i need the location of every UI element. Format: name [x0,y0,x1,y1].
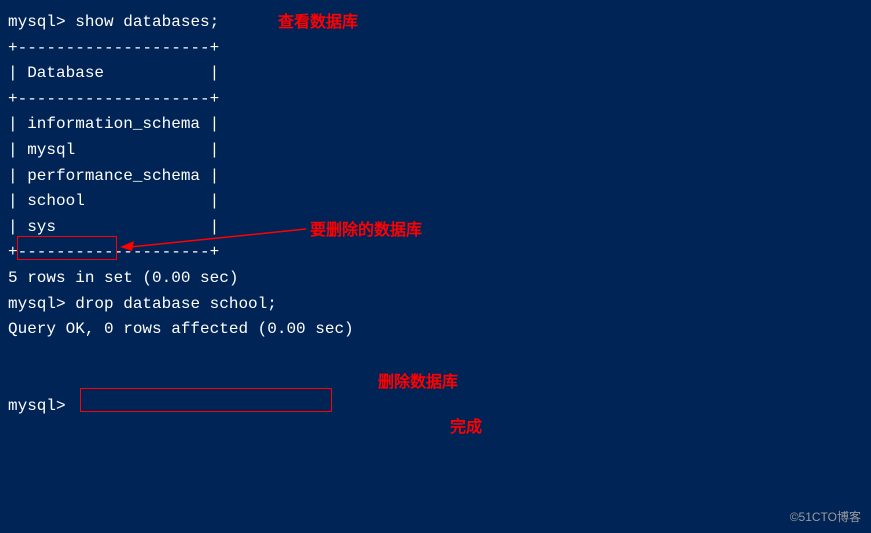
table-row: | mysql | [8,138,863,164]
terminal-line-cmd2: mysql> drop database school; [8,292,863,318]
command-drop: drop database school; [75,295,277,313]
annotation-delete-db: 删除数据库 [378,370,458,396]
command-show: show databases; [75,13,219,31]
table-row: | performance_schema | [8,164,863,190]
table-border-bottom: +--------------------+ [8,240,863,266]
annotation-view-db: 查看数据库 [278,10,358,36]
terminal-line-cmd1: mysql> show databases; [8,10,863,36]
table-row: | sys | [8,215,863,241]
table-border-mid: +--------------------+ [8,87,863,113]
watermark: ©51CTO博客 [790,508,861,527]
result-rows: 5 rows in set (0.00 sec) [8,266,863,292]
table-row: | school | [8,189,863,215]
blank-line [8,343,863,369]
table-header: | Database | [8,61,863,87]
prompt: mysql> [8,295,66,313]
final-prompt: mysql> [8,394,863,420]
prompt: mysql> [8,13,66,31]
table-row: | information_schema | [8,112,863,138]
table-border-top: +--------------------+ [8,36,863,62]
annotation-delete-target: 要删除的数据库 [310,218,422,244]
result-ok: Query OK, 0 rows affected (0.00 sec) [8,317,863,343]
annotation-done: 完成 [450,415,482,441]
